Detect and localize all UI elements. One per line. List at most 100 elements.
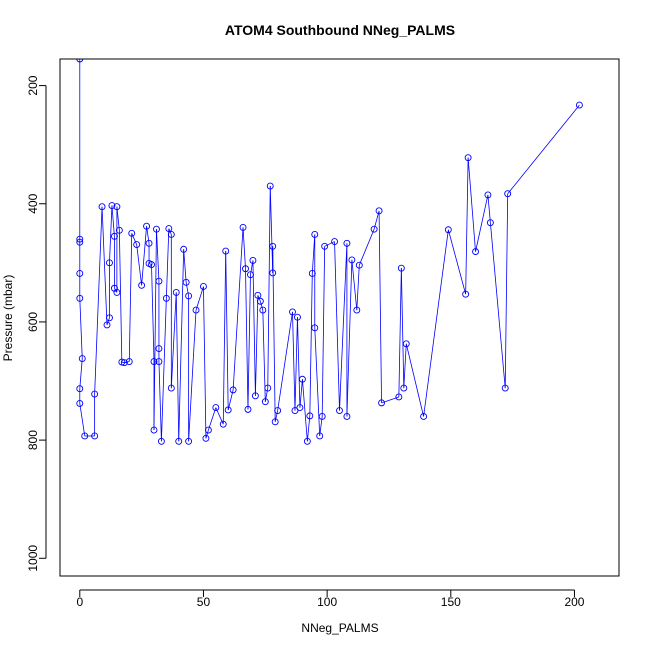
data-point (182, 278, 190, 286)
data-point (311, 231, 319, 238)
series-line-segment (255, 295, 259, 396)
data-point (185, 437, 193, 445)
series-line-segment (128, 233, 133, 362)
data-point (269, 242, 277, 250)
data-point (355, 261, 363, 269)
data-point (504, 190, 512, 198)
data-point (162, 294, 170, 302)
series-line-segment (195, 286, 204, 311)
series-line-segment (297, 317, 301, 408)
data-point (118, 358, 126, 366)
data-point (106, 259, 113, 267)
series-line-segment (161, 298, 167, 442)
series-line-segment (306, 415, 311, 442)
series-line-segment (79, 358, 83, 389)
data-point (271, 418, 279, 426)
series-line-segment (314, 327, 321, 436)
data-point (261, 398, 269, 406)
data-point (167, 231, 175, 238)
data-point (76, 59, 84, 63)
data-point (400, 384, 408, 392)
series-line-segment (259, 301, 264, 311)
data-point (375, 207, 383, 215)
series-points (76, 59, 583, 445)
data-point (316, 432, 324, 440)
data-point (353, 306, 361, 314)
data-point (120, 359, 128, 367)
series-line-segment (358, 229, 375, 266)
series-line-segment (400, 268, 405, 389)
series-line-segment (148, 263, 152, 265)
data-point (291, 407, 299, 415)
data-point (472, 248, 479, 256)
data-point (76, 238, 84, 246)
x-axis-label: NNeg_PALMS (301, 621, 378, 635)
series-line-segment (299, 379, 303, 408)
data-point (138, 281, 146, 289)
data-point (175, 437, 183, 445)
data-point (222, 247, 230, 255)
series-line-segment (109, 205, 113, 263)
data-point (239, 223, 247, 231)
series-line-segment (447, 229, 467, 295)
series-line-segment (101, 206, 108, 325)
x-tick-label: 0 (76, 595, 83, 609)
series-line-segment (114, 288, 118, 293)
data-point (318, 413, 326, 420)
series-line-segment (131, 233, 138, 245)
data-point (202, 434, 210, 442)
data-point (249, 257, 257, 264)
data-point (78, 355, 86, 363)
series-line-segment (106, 317, 110, 326)
data-point (219, 420, 227, 428)
data-point (397, 264, 405, 272)
series-line-segment (151, 264, 155, 362)
data-point (402, 340, 410, 348)
data-point (343, 413, 351, 420)
data-point (229, 386, 237, 394)
series-line-segment (242, 227, 246, 269)
data-point (76, 270, 84, 277)
series-line-segment (507, 104, 580, 194)
series-line-segment (141, 226, 147, 286)
data-point (150, 426, 158, 434)
series-line-segment (489, 222, 506, 389)
series-line-segment (118, 230, 123, 363)
data-point (125, 358, 133, 365)
series-line-segment (334, 241, 340, 411)
data-point (484, 191, 492, 199)
series-line-segment (188, 310, 197, 442)
data-point (180, 245, 188, 253)
series-line-segment (222, 251, 227, 425)
series-line-segment (247, 274, 251, 410)
series-line-segment (175, 292, 180, 442)
data-point (289, 308, 296, 316)
data-point (103, 321, 111, 329)
data-point (294, 313, 301, 321)
series-line-segment (156, 229, 160, 282)
series-line-segment (121, 361, 125, 364)
x-tick-label: 150 (441, 595, 461, 609)
data-point (242, 265, 249, 273)
series-line-segment (351, 259, 358, 311)
data-point (167, 384, 175, 392)
data-point (395, 393, 403, 401)
x-tick-label: 100 (317, 595, 337, 609)
series-line-segment (423, 229, 449, 417)
data-point (204, 426, 212, 434)
data-point (266, 182, 274, 190)
series-line-segment (269, 186, 274, 273)
series-line-segment (245, 268, 249, 410)
data-point (185, 292, 193, 300)
data-point (269, 269, 277, 277)
data-point (224, 406, 232, 414)
data-point (370, 225, 378, 233)
data-point (274, 407, 282, 415)
data-point (259, 306, 267, 314)
data-point (486, 219, 494, 227)
data-point (113, 288, 121, 296)
series-line-segment (302, 379, 308, 442)
plot-frame (59, 58, 620, 577)
data-point (306, 412, 314, 420)
x-tick-label: 200 (564, 595, 584, 609)
